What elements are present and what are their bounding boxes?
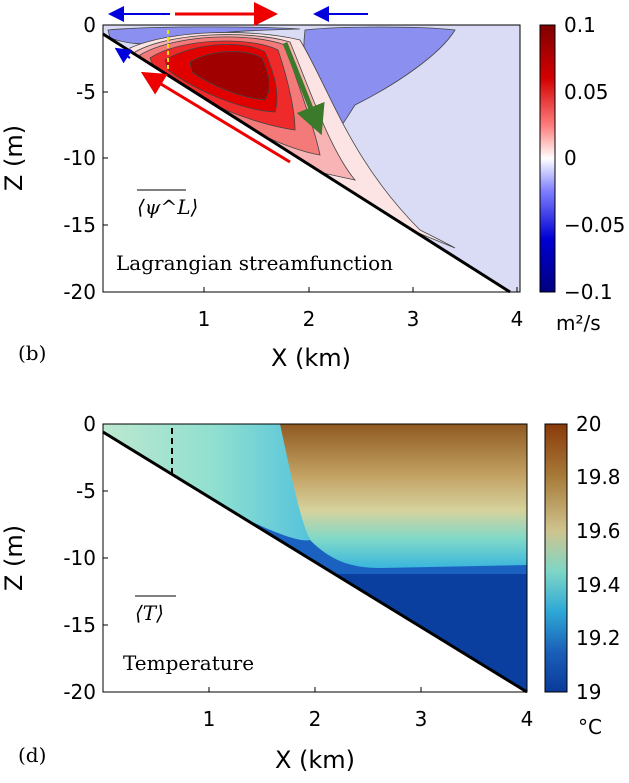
panel-d-cbar-tick-3: 19.4 [576,573,621,597]
panel-b-xtick-0: 1 [198,307,211,331]
panel-d-ytick-2: -10 [63,546,96,570]
panel-d-colorbar-unit: °C [578,715,602,739]
panel-d-ytick-4: -20 [63,680,96,704]
panel-d-cbar-tick-1: 19.8 [576,465,621,489]
panel-d-xtick-2: 3 [415,707,428,731]
panel-d-ytick-3: -15 [63,613,96,637]
panel-d: 0 -5 -10 -15 -20 1 2 3 4 X (km) Z (m) (d… [0,412,621,774]
panel-b-colorbar-unit: m²/s [556,311,601,335]
panel-d-xlabel: X (km) [275,746,355,774]
panel-b-colorbar [539,24,556,293]
panel-b-y-axis: 0 -5 -10 -15 -20 [63,13,108,304]
panel-d-cbar-tick-2: 19.6 [576,519,621,543]
panel-b-colorbar-ticks: 0.1 0.05 0 −0.05 −0.1 [564,13,625,304]
panel-d-x-axis: 1 2 3 4 [203,687,534,731]
panel-d-cbar-tick-4: 19.2 [576,626,621,650]
panel-b-ytick-2: -10 [63,146,96,170]
panel-b-seabed [103,34,520,292]
panel-b-ylabel: Z (m) [0,125,28,191]
panel-d-colorbar [544,423,568,693]
panel-b-arrow-slope-blue [114,47,133,64]
panel-b-arrow-slope-red [140,71,291,164]
panel-b-bottom-slope [102,32,511,294]
panel-b-ytick-1: -5 [76,80,96,104]
panel-b-plot-area [103,25,520,292]
panel-d-ytick-0: 0 [83,412,96,436]
panel-b-cbar-tick-4: −0.1 [564,280,613,304]
panel-b-xlabel: X (km) [271,344,351,372]
panel-d-y-axis: 0 -5 -10 -15 -20 [63,412,108,704]
panel-d-colorbar-ticks: 20 19.8 19.6 19.4 19.2 19 [576,412,621,704]
panel-b-annotation: Lagrangian streamfunction [116,251,393,275]
panel-d-ylabel: Z (m) [0,525,28,591]
panel-b-arrow-green [282,42,325,136]
panel-b-cbar-tick-3: −0.05 [564,213,625,237]
panel-d-xtick-3: 4 [521,707,534,731]
panel-b-cbar-tick-1: 0.05 [564,80,609,104]
panel-b-xtick-3: 4 [511,307,524,331]
panel-b-positive-peak [189,51,270,101]
panel-d-cbar-tick-5: 19 [576,680,601,704]
panel-b-cbar-tick-2: 0 [564,146,577,170]
panel-b-ytick-0: 0 [83,13,96,37]
panel-d-label: (d) [18,743,46,767]
panel-b-cbar-tick-0: 0.1 [564,13,596,37]
panel-d-warm-layer [270,424,527,568]
panel-b-x-axis: 1 2 3 4 [198,287,524,331]
panel-d-symbol: ⟨T⟩ [135,601,164,625]
panel-d-bottom-slope [102,430,528,694]
panel-d-cbar-tick-0: 20 [576,412,601,436]
panel-b-xtick-1: 2 [303,307,316,331]
panel-d-annotation: Temperature [123,651,254,675]
panel-d-nearshore-water [103,424,310,541]
panel-d-xtick-0: 1 [203,707,216,731]
panel-d-ytick-1: -5 [76,479,96,503]
panel-d-xtick-1: 2 [309,707,322,731]
panel-b-label: (b) [18,341,46,365]
panel-b-xtick-2: 3 [407,307,420,331]
panel-b: 0 -5 -10 -15 -20 1 2 3 4 X (km) Z (m) (b… [0,2,625,372]
panel-b-ytick-4: -20 [63,280,96,304]
panel-b-symbol: ⟨ψ^L⟩ [137,195,198,219]
panel-b-ytick-3: -15 [63,213,96,237]
